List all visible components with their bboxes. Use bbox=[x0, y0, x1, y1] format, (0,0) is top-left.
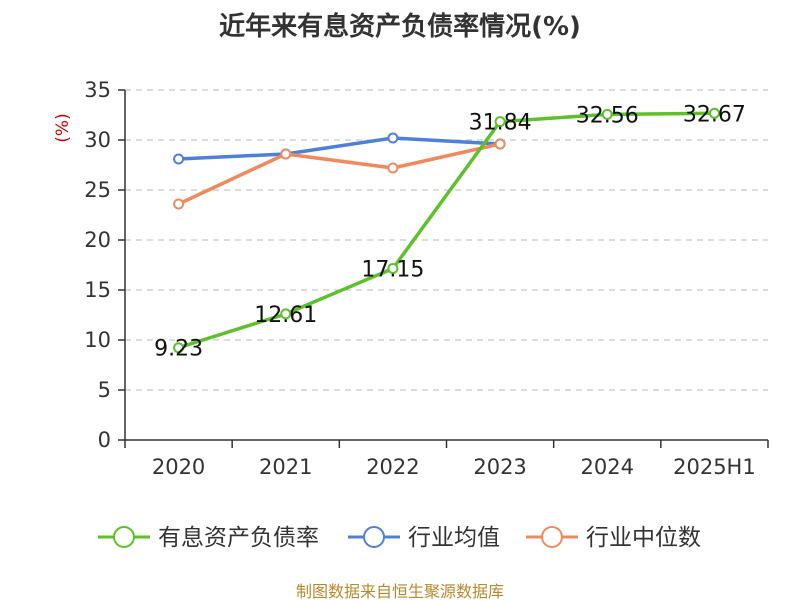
series-line bbox=[178, 136, 501, 161]
x-tick-label: 2025H1 bbox=[673, 455, 756, 479]
data-label: 12.61 bbox=[254, 303, 317, 328]
legend-item: 行业中位数 bbox=[526, 525, 701, 551]
data-point bbox=[601, 108, 613, 120]
data-label: 31.84 bbox=[469, 111, 532, 136]
series-1 bbox=[173, 132, 506, 165]
source-note: 制图数据来自恒生聚源数据库 bbox=[295, 582, 504, 601]
data-point bbox=[387, 132, 399, 144]
y-tick-label: 5 bbox=[98, 378, 111, 402]
data-point bbox=[173, 198, 185, 210]
y-tick-label: 30 bbox=[84, 128, 111, 152]
legend-marker bbox=[541, 526, 563, 548]
data-point bbox=[387, 162, 399, 174]
series-2 bbox=[173, 138, 506, 210]
data-point bbox=[280, 308, 292, 320]
y-tick-label: 25 bbox=[84, 178, 111, 202]
y-tick-label: 20 bbox=[84, 228, 111, 252]
x-tick-label: 2021 bbox=[259, 455, 312, 479]
x-tick-label: 2022 bbox=[366, 455, 419, 479]
data-point bbox=[173, 153, 185, 165]
x-tick-label: 2023 bbox=[473, 455, 526, 479]
series-line bbox=[178, 111, 715, 350]
data-point bbox=[387, 263, 399, 274]
y-tick-label: 35 bbox=[84, 78, 111, 102]
x-tick-label: 2020 bbox=[152, 455, 205, 479]
legend-item: 行业均值 bbox=[348, 525, 500, 551]
data-label: 17.15 bbox=[361, 258, 424, 283]
legend: 有息资产负债率 行业均值 行业中位数 bbox=[98, 525, 701, 551]
legend-marker bbox=[113, 526, 135, 548]
chart-title: 近年来有息资产负债率情况(%) bbox=[219, 12, 581, 42]
data-point bbox=[708, 107, 720, 119]
y-tick-label: 10 bbox=[84, 328, 111, 352]
legend-label: 行业均值 bbox=[408, 525, 500, 551]
legend-label: 有息资产负债率 bbox=[158, 525, 319, 551]
x-tick-labels: 2020 2021 2022 2023 2024 2025H1 bbox=[152, 455, 756, 479]
data-point bbox=[280, 148, 292, 160]
series-layer bbox=[173, 107, 720, 354]
data-point bbox=[173, 342, 185, 354]
y-tick-label: 15 bbox=[84, 278, 111, 302]
series-0 bbox=[173, 107, 720, 354]
series-line bbox=[177, 142, 501, 206]
data-label: 32.56 bbox=[576, 103, 639, 128]
x-tick-label: 2024 bbox=[581, 455, 634, 479]
legend-item: 有息资产负债率 bbox=[98, 525, 319, 551]
y-tick-labels: 0 5 10 15 20 25 30 35 bbox=[84, 78, 111, 452]
grid-lines bbox=[125, 89, 768, 391]
y-axis-label: (%) bbox=[53, 113, 73, 142]
data-label: 9.23 bbox=[154, 337, 203, 362]
data-label: 32.67 bbox=[683, 102, 746, 127]
data-labels: 9.23 12.61 17.15 31.84 32.56 32.67 bbox=[154, 102, 746, 361]
legend-label: 行业中位数 bbox=[586, 525, 701, 551]
legend-marker bbox=[363, 526, 385, 548]
axes bbox=[118, 89, 769, 448]
data-point bbox=[494, 138, 506, 150]
data-point bbox=[494, 116, 506, 128]
y-tick-label: 0 bbox=[98, 428, 111, 452]
